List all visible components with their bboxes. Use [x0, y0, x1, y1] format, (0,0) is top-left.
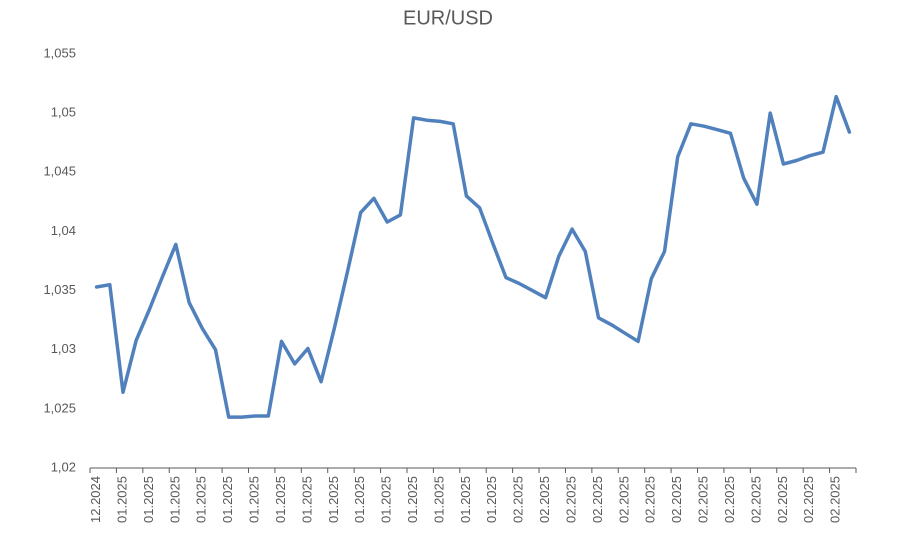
x-tick-label: 02.2025 — [616, 476, 631, 523]
x-tick-label: 02.2025 — [775, 476, 790, 523]
x-tick-label: 01.2025 — [405, 476, 420, 523]
x-tick-label: 02.2025 — [669, 476, 684, 523]
y-tick-label: 1,05 — [51, 105, 76, 120]
x-tick-label: 02.2025 — [722, 476, 737, 523]
y-tick-label: 1,035 — [43, 282, 76, 297]
x-tick-label: 01.2025 — [326, 476, 341, 523]
x-tick-label: 01.2025 — [220, 476, 235, 523]
x-tick-label: 01.2025 — [484, 476, 499, 523]
x-tick-label: 02.2025 — [511, 476, 526, 523]
x-tick-label: 01.2025 — [299, 476, 314, 523]
x-tick-label: 02.2025 — [801, 476, 816, 523]
x-tick-label: 01.2025 — [458, 476, 473, 523]
x-tick-label: 01.2025 — [431, 476, 446, 523]
x-tick-label: 02.2025 — [828, 476, 843, 523]
x-tick-label: 01.2025 — [167, 476, 182, 523]
x-tick-label: 02.2025 — [537, 476, 552, 523]
x-tick-label: 02.2025 — [748, 476, 763, 523]
x-tick-label: 02.2025 — [563, 476, 578, 523]
x-tick-label: 01.2025 — [114, 476, 129, 523]
y-tick-label: 1,025 — [43, 400, 76, 415]
y-tick-label: 1,055 — [43, 45, 76, 60]
x-tick-label: 02.2025 — [643, 476, 658, 523]
x-tick-label: 01.2025 — [379, 476, 394, 523]
data-line — [94, 94, 852, 419]
x-tick-label: 02.2025 — [590, 476, 605, 523]
chart-title: EUR/USD — [403, 7, 493, 29]
x-tick-label: 01.2025 — [194, 476, 209, 523]
y-tick-label: 1,02 — [51, 459, 76, 474]
y-tick-label: 1,04 — [51, 223, 76, 238]
x-tick-label: 01.2025 — [273, 476, 288, 523]
x-tick-label: 01.2025 — [141, 476, 156, 523]
x-tick-label: 12.2024 — [88, 476, 103, 523]
x-tick-label: 02.2025 — [696, 476, 711, 523]
y-tick-label: 1,03 — [51, 341, 76, 356]
x-tick-label: 01.2025 — [247, 476, 262, 523]
x-tick-label: 01.2025 — [352, 476, 367, 523]
y-tick-label: 1,045 — [43, 164, 76, 179]
